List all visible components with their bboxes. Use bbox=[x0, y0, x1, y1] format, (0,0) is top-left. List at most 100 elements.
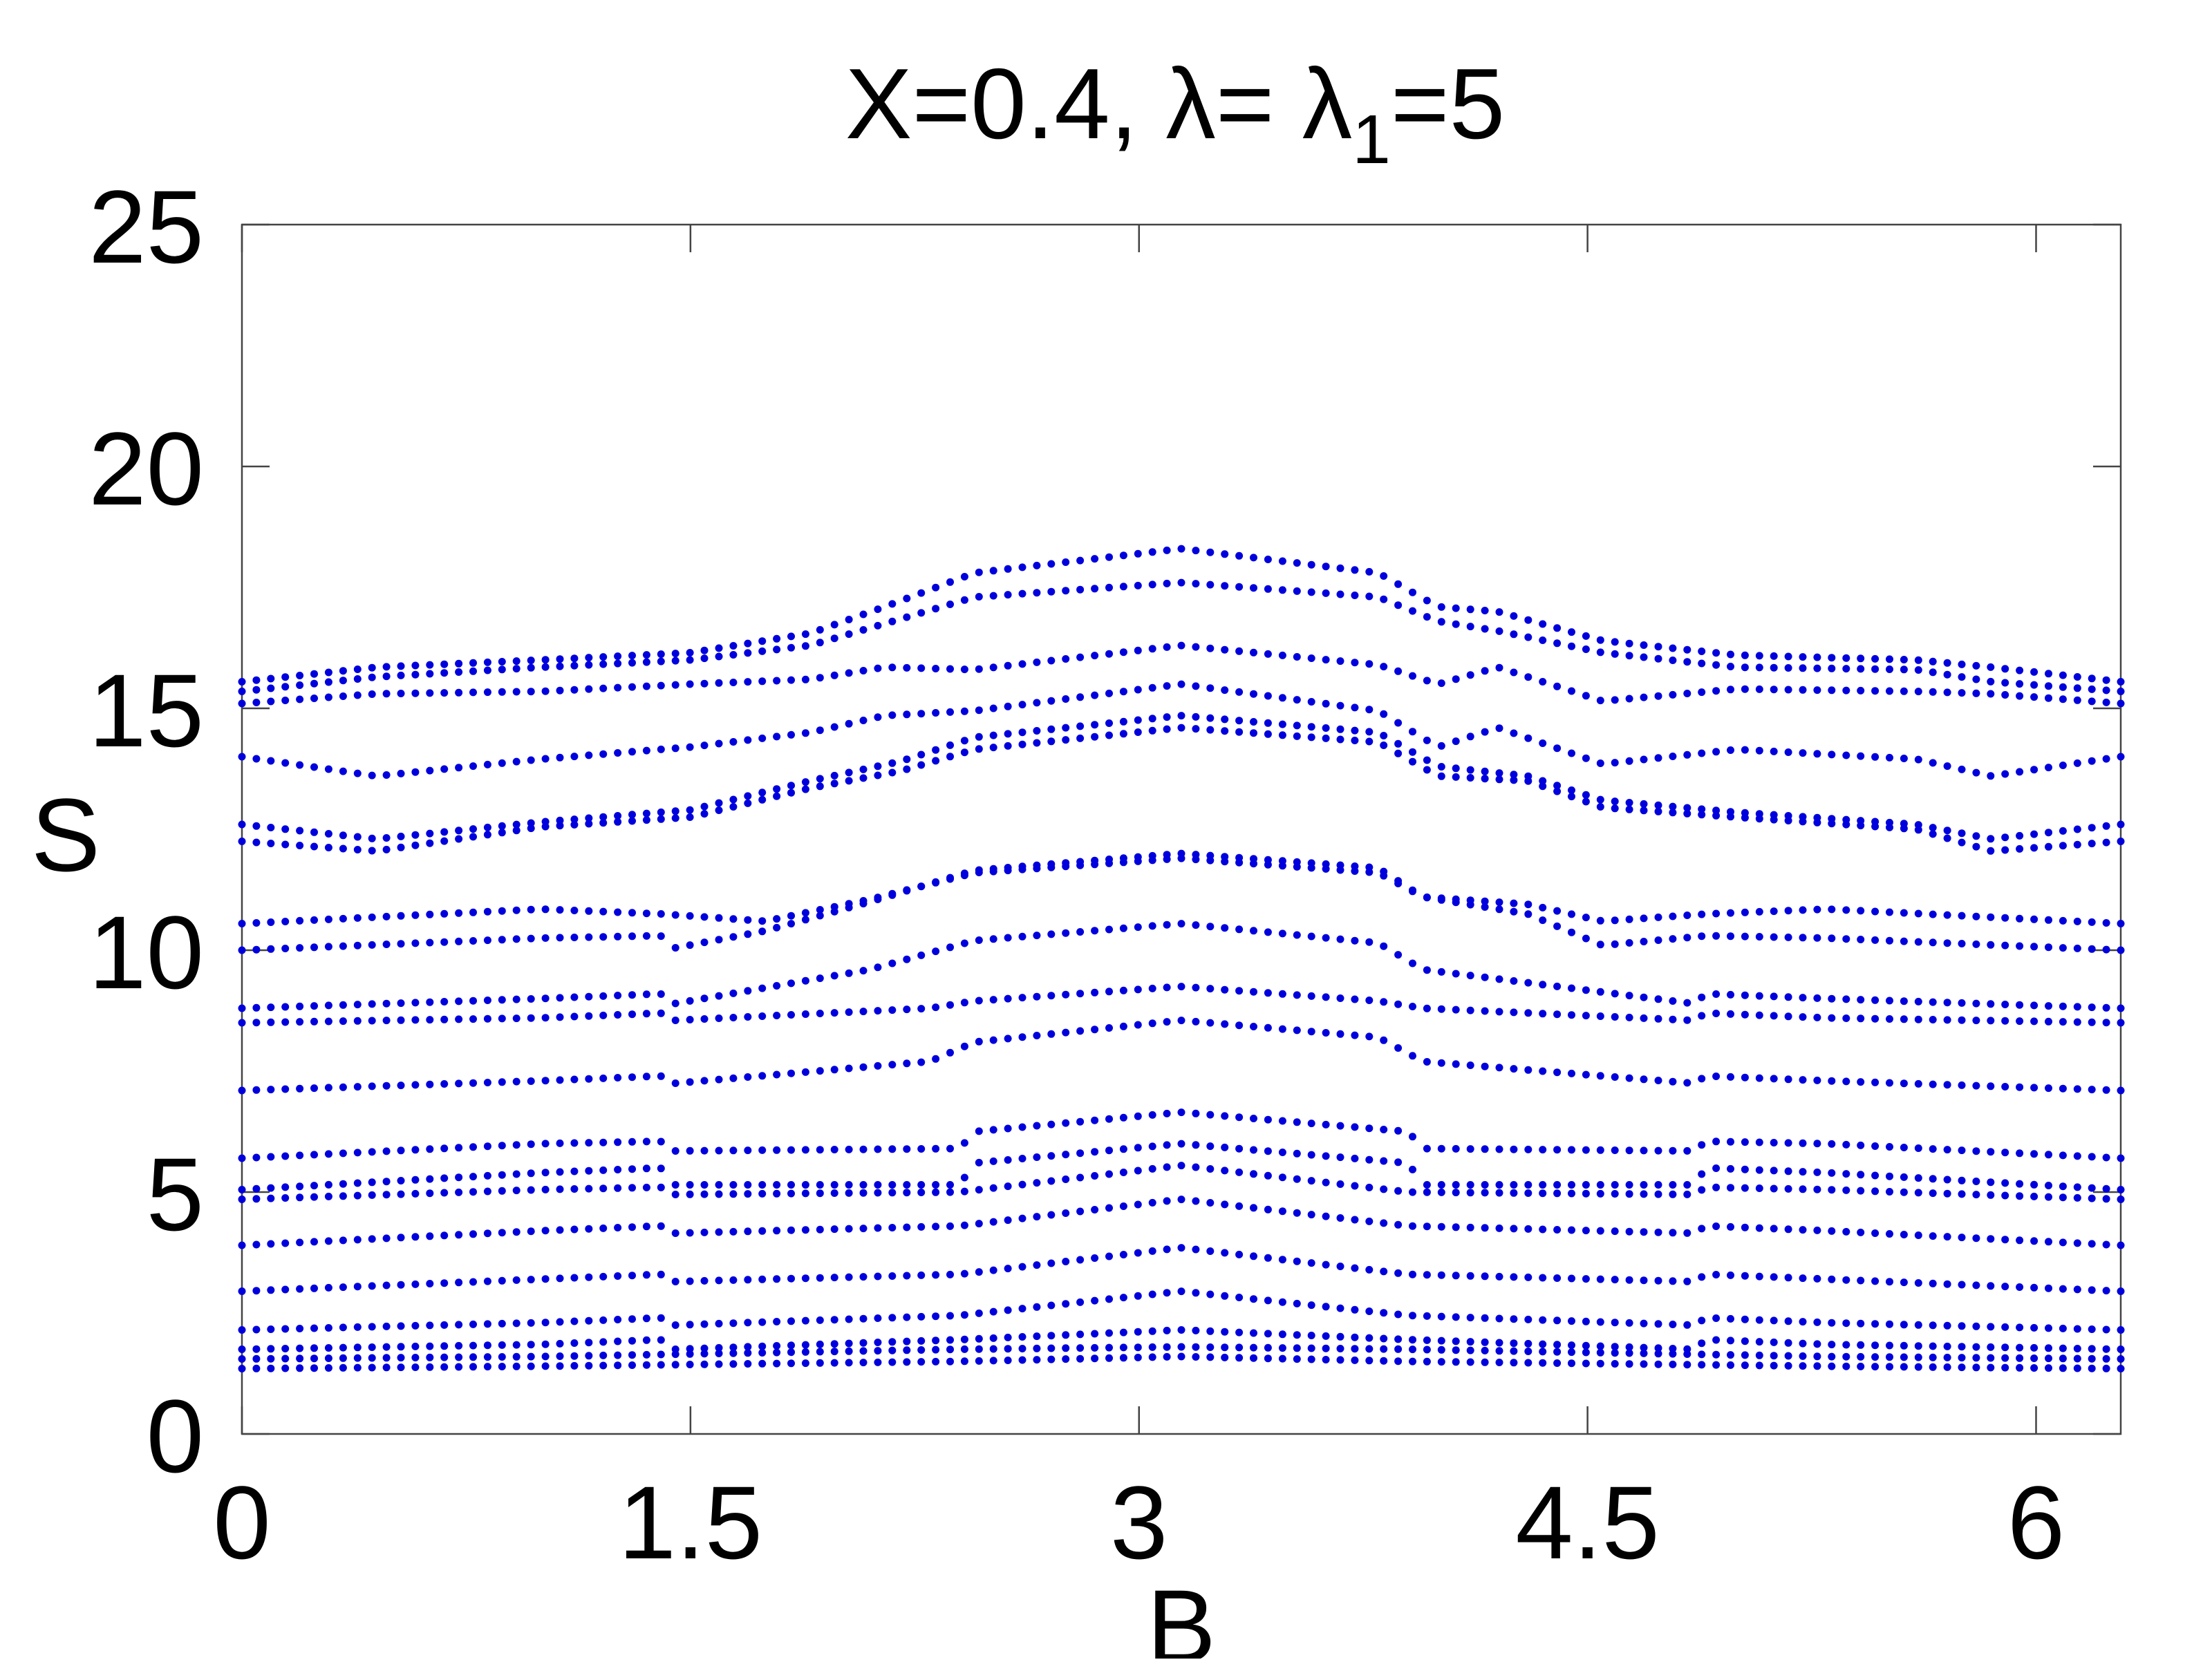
data-point bbox=[1741, 1361, 1749, 1370]
data-point bbox=[267, 1184, 275, 1192]
data-point bbox=[1307, 1301, 1315, 1310]
data-point bbox=[1943, 1280, 1951, 1288]
data-point bbox=[700, 1190, 709, 1198]
data-point bbox=[1539, 1189, 1547, 1198]
data-point bbox=[1018, 932, 1027, 941]
data-point bbox=[989, 935, 997, 943]
data-point bbox=[1004, 661, 1012, 670]
data-point bbox=[1322, 563, 1330, 571]
data-point bbox=[1221, 686, 1229, 695]
data-point bbox=[585, 1167, 593, 1175]
data-point bbox=[758, 1189, 767, 1198]
data-point bbox=[628, 1361, 636, 1369]
data-point bbox=[715, 806, 723, 814]
data-point bbox=[368, 1343, 376, 1351]
data-point bbox=[411, 1342, 420, 1350]
data-point bbox=[397, 690, 405, 697]
data-point bbox=[1278, 731, 1286, 739]
data-point bbox=[483, 658, 491, 666]
data-point bbox=[1018, 1305, 1027, 1313]
data-point bbox=[917, 1145, 926, 1153]
data-point bbox=[1033, 589, 1041, 597]
data-point bbox=[1047, 992, 1056, 1000]
data-point bbox=[1524, 734, 1533, 742]
data-point bbox=[1828, 905, 1836, 914]
data-point bbox=[960, 707, 968, 715]
data-point bbox=[1712, 687, 1721, 695]
data-point bbox=[541, 1169, 550, 1177]
data-point bbox=[296, 695, 304, 703]
data-point bbox=[758, 1349, 767, 1357]
data-point bbox=[1365, 660, 1374, 668]
data-point bbox=[700, 1320, 709, 1328]
y-tick-label: 15 bbox=[88, 652, 204, 768]
data-point bbox=[252, 1287, 261, 1295]
data-point bbox=[1972, 832, 1980, 840]
data-point bbox=[2030, 1283, 2038, 1292]
data-point bbox=[1784, 1184, 1792, 1193]
data-point bbox=[1958, 912, 1966, 920]
data-point bbox=[1264, 928, 1272, 936]
data-point bbox=[1568, 928, 1575, 936]
data-point bbox=[1481, 1189, 1489, 1197]
data-point bbox=[440, 1321, 449, 1329]
data-point bbox=[1250, 1252, 1257, 1260]
data-point bbox=[1466, 1272, 1474, 1280]
data-point bbox=[1929, 1189, 1937, 1198]
data-point bbox=[1495, 1272, 1503, 1281]
data-point bbox=[1539, 1340, 1547, 1348]
data-point bbox=[787, 1359, 795, 1368]
data-point bbox=[310, 1193, 318, 1201]
data-point bbox=[1828, 1227, 1836, 1235]
data-point bbox=[1423, 677, 1431, 685]
data-point bbox=[368, 1191, 376, 1199]
data-point bbox=[353, 769, 362, 777]
data-point bbox=[975, 1357, 983, 1365]
data-point bbox=[1929, 1145, 1937, 1153]
data-point bbox=[1134, 728, 1142, 736]
data-point bbox=[1987, 1191, 1995, 1199]
data-point bbox=[2030, 830, 2038, 838]
y-tick-label: 10 bbox=[88, 894, 204, 1010]
data-point bbox=[960, 1311, 968, 1319]
data-point bbox=[758, 788, 767, 797]
data-point bbox=[628, 1010, 636, 1019]
data-point bbox=[1596, 1275, 1604, 1283]
data-point bbox=[1278, 1207, 1286, 1216]
data-point bbox=[368, 1178, 376, 1187]
data-point bbox=[1958, 673, 1966, 681]
data-point bbox=[1336, 1180, 1344, 1188]
data-point bbox=[1972, 1281, 1980, 1290]
data-point bbox=[1582, 1227, 1590, 1235]
data-point bbox=[1784, 1361, 1792, 1370]
data-point bbox=[1452, 764, 1460, 773]
series-5 bbox=[238, 1244, 2125, 1295]
data-point bbox=[1423, 1345, 1431, 1354]
data-point bbox=[1857, 996, 1865, 1004]
data-point bbox=[816, 1316, 824, 1324]
data-point bbox=[1842, 665, 1850, 673]
data-point bbox=[787, 1146, 795, 1154]
data-point bbox=[657, 1164, 665, 1173]
data-point bbox=[1322, 1029, 1330, 1037]
data-point bbox=[787, 920, 795, 928]
data-point bbox=[440, 689, 449, 697]
data-point bbox=[1423, 1222, 1431, 1231]
data-point bbox=[1611, 1319, 1619, 1327]
data-point bbox=[1365, 997, 1374, 1004]
data-point bbox=[2045, 916, 2052, 924]
data-point bbox=[1250, 648, 1257, 657]
data-point bbox=[1163, 1197, 1171, 1205]
data-point bbox=[1047, 560, 1056, 568]
data-point bbox=[1177, 680, 1185, 688]
data-point bbox=[1264, 692, 1272, 700]
data-point bbox=[1698, 1225, 1706, 1233]
data-point bbox=[556, 1185, 564, 1193]
data-point bbox=[1784, 907, 1792, 915]
data-point bbox=[2045, 1193, 2052, 1201]
data-point bbox=[1813, 1140, 1821, 1148]
data-point bbox=[527, 756, 535, 764]
data-point bbox=[1250, 1170, 1257, 1178]
data-point bbox=[2016, 1192, 2024, 1200]
data-point bbox=[1394, 580, 1403, 588]
